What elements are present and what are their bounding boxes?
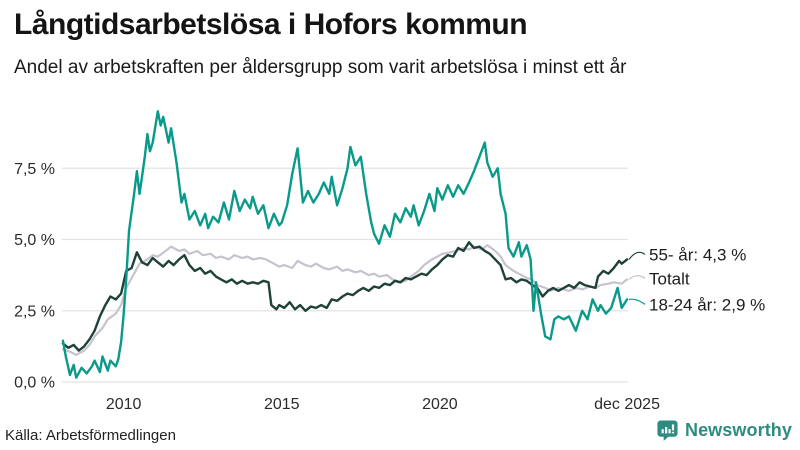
page-subtitle: Andel av arbetskraften per åldersgrupp s… (14, 57, 627, 78)
label-connector (628, 251, 646, 260)
newsworthy-icon (657, 420, 678, 441)
label-connector (628, 298, 646, 305)
x-tick-label: 2020 (422, 396, 458, 413)
x-tick-label: 2010 (106, 396, 142, 413)
page-title: Långtidsarbetslösa i Hofors kommun (14, 8, 528, 41)
source-text: Källa: Arbetsförmedlingen (5, 427, 176, 444)
series-end-label: Totalt (649, 269, 690, 288)
brand-logo: Newsworthy (656, 419, 792, 442)
series-end-label: 18-24 år: 2,9 % (649, 295, 765, 314)
y-tick-label: 2,5 % (14, 303, 55, 320)
series-end-label: 55- år: 4,3 % (649, 245, 746, 264)
y-tick-label: 7,5 % (14, 161, 55, 178)
series-line-18-24-r (61, 110, 629, 379)
label-connector (628, 275, 646, 280)
y-tick-label: 0,0 % (14, 375, 55, 392)
x-tick-label: dec 2025 (594, 396, 660, 413)
x-tick-label: 2015 (264, 396, 300, 413)
y-tick-label: 5,0 % (14, 232, 55, 249)
series-line-Totalt (61, 244, 629, 356)
brand-name: Newsworthy (684, 420, 792, 440)
